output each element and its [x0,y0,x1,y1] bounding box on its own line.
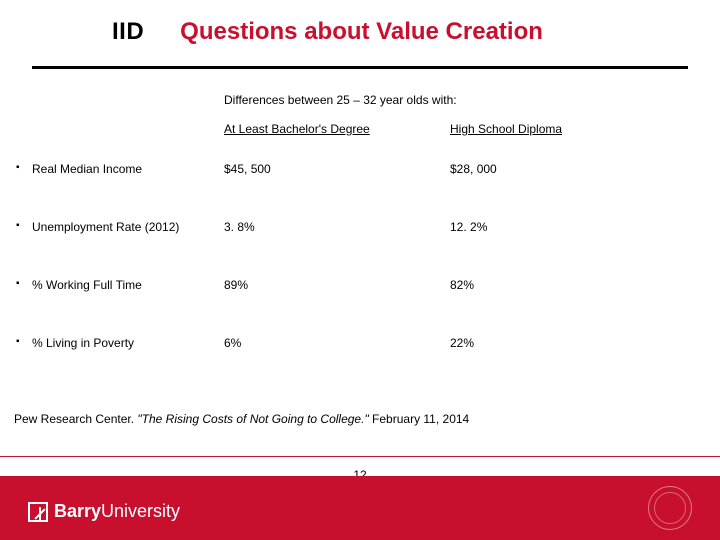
section-code: IID [112,18,144,46]
subtitle: Differences between 25 – 32 year olds wi… [224,93,457,107]
logo-mark-icon [28,502,48,522]
page-title: Questions about Value Creation [180,18,543,46]
bullet-icon: ▪ [16,336,20,347]
row-value-b: $28, 000 [450,162,497,176]
row-label: % Working Full Time [32,278,142,292]
footer-bar: BarryUniversity [0,476,720,540]
logo-text-1: Barry [54,501,101,522]
source-date: February 11, 2014 [372,412,469,426]
logo-text-2: University [101,501,180,522]
source-citation: Pew Research Center. "The Rising Costs o… [14,412,469,426]
column-header-highschool: High School Diploma [450,122,562,136]
horizontal-rule [32,66,688,69]
data-rows: ▪ Real Median Income $45, 500 $28, 000 ▪… [0,162,720,394]
bullet-icon: ▪ [16,220,20,231]
table-row: ▪ Real Median Income $45, 500 $28, 000 [0,162,720,220]
university-logo: BarryUniversity [28,501,180,522]
row-label: Real Median Income [32,162,142,176]
row-value-a: 6% [224,336,241,350]
row-label: % Living in Poverty [32,336,134,350]
bullet-icon: ▪ [16,162,20,173]
row-value-b: 82% [450,278,474,292]
table-row: ▪ % Living in Poverty 6% 22% [0,336,720,394]
row-value-a: $45, 500 [224,162,271,176]
row-value-b: 12. 2% [450,220,487,234]
row-label: Unemployment Rate (2012) [32,220,179,234]
row-value-a: 89% [224,278,248,292]
footer-divider [0,456,720,457]
slide: IID Questions about Value Creation Diffe… [0,0,720,540]
column-header-bachelors: At Least Bachelor's Degree [224,122,370,136]
source-title: "The Rising Costs of Not Going to Colleg… [137,412,372,426]
row-value-a: 3. 8% [224,220,255,234]
source-prefix: Pew Research Center. [14,412,137,426]
table-row: ▪ % Working Full Time 89% 82% [0,278,720,336]
bullet-icon: ▪ [16,278,20,289]
table-row: ▪ Unemployment Rate (2012) 3. 8% 12. 2% [0,220,720,278]
seal-icon [648,486,692,530]
header: IID Questions about Value Creation [0,0,720,46]
row-value-b: 22% [450,336,474,350]
